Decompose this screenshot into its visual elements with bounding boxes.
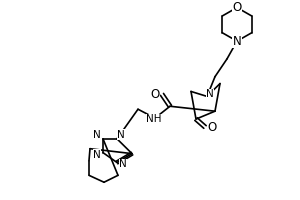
Text: O: O <box>207 121 217 134</box>
Text: N: N <box>117 130 125 140</box>
Text: NH: NH <box>146 114 162 124</box>
Text: N: N <box>93 150 101 160</box>
Text: N: N <box>119 159 127 169</box>
Text: N: N <box>93 130 101 140</box>
Text: N: N <box>232 35 242 48</box>
Text: O: O <box>232 1 242 14</box>
Text: O: O <box>150 88 160 101</box>
Text: N: N <box>206 89 214 99</box>
